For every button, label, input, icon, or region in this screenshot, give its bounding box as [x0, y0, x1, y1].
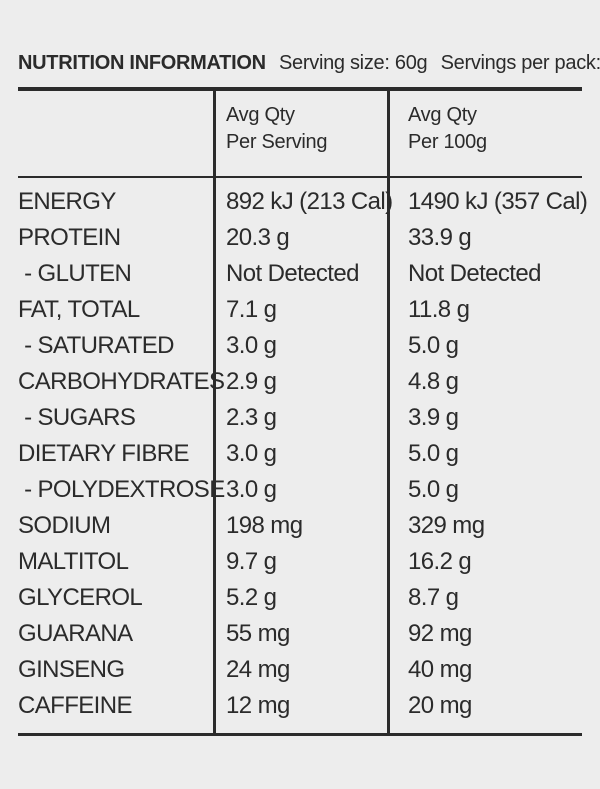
serving-size: Serving size: 60g: [279, 52, 428, 74]
nutrient-name: FAT, TOTAL: [18, 296, 140, 323]
table-row: ENERGY 892 kJ (213 Cal) 1490 kJ (357 Cal…: [0, 184, 600, 220]
per-serving-value: 2.3 g: [226, 404, 277, 431]
nutrient-name: - SATURATED: [18, 332, 174, 359]
nutrient-name: DIETARY FIBRE: [18, 440, 190, 467]
table-row: SODIUM 198 mg 329 mg: [0, 508, 600, 544]
nutrient-name: PROTEIN: [18, 224, 121, 251]
table-row: - SUGARS 2.3 g 3.9 g: [0, 400, 600, 436]
nutrient-name: GUARANA: [18, 620, 133, 647]
table-row: MALTITOL 9.7 g 16.2 g: [0, 544, 600, 580]
nutrient-name: SODIUM: [18, 512, 111, 539]
nutrient-name: CARBOHYDRATES: [18, 368, 225, 395]
nutrition-title: NUTRITION INFORMATION: [18, 52, 266, 74]
top-rule: [18, 87, 582, 91]
per-100g-value: 1490 kJ (357 Cal): [408, 188, 588, 215]
servings-per-pack: Servings per pack: 1: [440, 52, 600, 74]
column-header-per-100g: Avg Qty Per 100g: [408, 102, 487, 156]
nutrient-name: MALTITOL: [18, 548, 129, 575]
per-100g-value: Not Detected: [408, 260, 541, 287]
column-header-per-100g-line2: Per 100g: [408, 131, 487, 153]
nutrient-name: - GLUTEN: [18, 260, 132, 287]
per-100g-value: 5.0 g: [408, 332, 459, 359]
per-100g-value: 5.0 g: [408, 440, 459, 467]
per-100g-value: 11.8 g: [408, 296, 470, 323]
column-header-per-serving: Avg Qty Per Serving: [226, 102, 328, 156]
per-100g-value: 20 mg: [408, 692, 472, 719]
table-row: - GLUTEN Not Detected Not Detected: [0, 256, 600, 292]
per-serving-value: 892 kJ (213 Cal): [226, 188, 393, 215]
per-serving-value: 3.0 g: [226, 476, 277, 503]
nutrient-name: - SUGARS: [18, 404, 136, 431]
per-serving-value: 9.7 g: [226, 548, 277, 575]
per-serving-value: 12 mg: [226, 692, 290, 719]
per-100g-value: 8.7 g: [408, 584, 459, 611]
per-serving-value: 198 mg: [226, 512, 303, 539]
table-row: DIETARY FIBRE 3.0 g 5.0 g: [0, 436, 600, 472]
nutrition-header: NUTRITION INFORMATION Serving size: 60g …: [18, 48, 600, 78]
per-serving-value: 3.0 g: [226, 332, 277, 359]
header-divider: [18, 176, 582, 178]
bottom-rule: [18, 733, 582, 736]
per-100g-value: 4.8 g: [408, 368, 459, 395]
per-100g-value: 3.9 g: [408, 404, 459, 431]
per-100g-value: 329 mg: [408, 512, 485, 539]
column-header-per-100g-line1: Avg Qty: [408, 104, 477, 126]
nutrient-name: GLYCEROL: [18, 584, 143, 611]
table-row: GUARANA 55 mg 92 mg: [0, 616, 600, 652]
per-serving-value: 3.0 g: [226, 440, 277, 467]
per-serving-value: Not Detected: [226, 260, 359, 287]
table-row: PROTEIN 20.3 g 33.9 g: [0, 220, 600, 256]
column-header-per-serving-line1: Avg Qty: [226, 104, 295, 126]
table-row: CARBOHYDRATES 2.9 g 4.8 g: [0, 364, 600, 400]
table-row: FAT, TOTAL 7.1 g 11.8 g: [0, 292, 600, 328]
nutrient-name: CAFFEINE: [18, 692, 132, 719]
table-row: GLYCEROL 5.2 g 8.7 g: [0, 580, 600, 616]
column-header-per-serving-line2: Per Serving: [226, 131, 328, 153]
per-serving-value: 5.2 g: [226, 584, 277, 611]
per-serving-value: 7.1 g: [226, 296, 277, 323]
table-row: GINSENG 24 mg 40 mg: [0, 652, 600, 688]
nutrient-name: - POLYDEXTROSE: [18, 476, 225, 503]
per-serving-value: 20.3 g: [226, 224, 290, 251]
table-row: - POLYDEXTROSE 3.0 g 5.0 g: [0, 472, 600, 508]
per-serving-value: 2.9 g: [226, 368, 277, 395]
table-row: - SATURATED 3.0 g 5.0 g: [0, 328, 600, 364]
nutrient-rows: ENERGY 892 kJ (213 Cal) 1490 kJ (357 Cal…: [0, 184, 600, 724]
per-serving-value: 55 mg: [226, 620, 290, 647]
per-100g-value: 5.0 g: [408, 476, 459, 503]
nutrient-name: ENERGY: [18, 188, 116, 215]
nutrient-name: GINSENG: [18, 656, 125, 683]
per-serving-value: 24 mg: [226, 656, 290, 683]
per-100g-value: 33.9 g: [408, 224, 472, 251]
per-100g-value: 40 mg: [408, 656, 472, 683]
table-row: CAFFEINE 12 mg 20 mg: [0, 688, 600, 724]
column-divider-2: [387, 89, 390, 735]
per-100g-value: 16.2 g: [408, 548, 472, 575]
per-100g-value: 92 mg: [408, 620, 472, 647]
column-divider-1: [213, 89, 216, 735]
